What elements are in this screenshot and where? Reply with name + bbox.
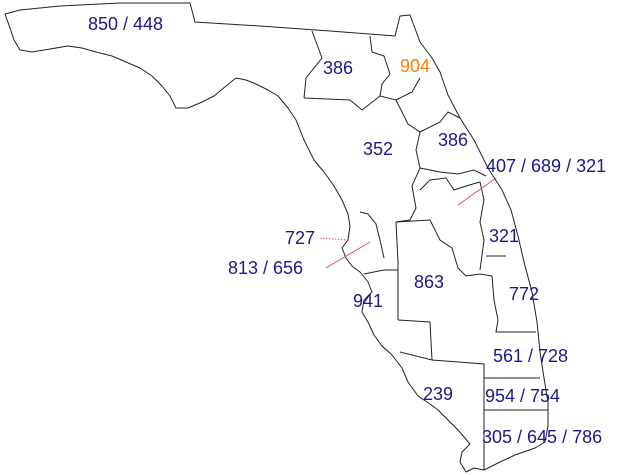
area-code-label-813-656: 813 / 656 — [228, 258, 303, 278]
area-code-label-386-east: 386 — [438, 130, 468, 150]
border-352-tampa — [359, 211, 385, 259]
leader-813 — [325, 241, 371, 269]
border-386e-407 — [419, 167, 487, 177]
border-407-863 — [419, 177, 485, 271]
area-code-label-386-west: 386 — [323, 58, 353, 78]
border-941-239 — [397, 319, 433, 361]
area-code-label-321: 321 — [489, 226, 519, 246]
area-code-label-941: 941 — [353, 291, 383, 311]
area-code-label-772: 772 — [509, 284, 539, 304]
area-code-label-904: 904 — [400, 56, 430, 76]
border-352-407 — [395, 131, 421, 223]
area-code-label-561-728: 561 / 728 — [493, 346, 568, 366]
area-code-label-727: 727 — [285, 228, 315, 248]
border-863-west — [395, 221, 399, 320]
area-code-label-305-645-786: 305 / 645 / 786 — [482, 427, 602, 447]
border-863-321 — [395, 219, 493, 277]
border-941-863 — [363, 269, 398, 275]
florida-outline — [4, 2, 549, 473]
border-386w-904 — [369, 35, 421, 101]
border-239-561 — [431, 359, 485, 378]
border-352-386e — [395, 99, 461, 133]
area-code-label-954-754: 954 / 754 — [485, 386, 560, 406]
area-code-label-407-689-321: 407 / 689 / 321 — [486, 156, 606, 176]
border-850-386 — [303, 30, 323, 99]
border-386w-352 — [303, 95, 381, 111]
border-863-772 — [491, 275, 536, 333]
area-code-label-239: 239 — [423, 384, 453, 404]
leader-727 — [319, 237, 349, 241]
area-code-label-863: 863 — [414, 272, 444, 292]
leader-407 — [457, 177, 497, 206]
area-code-label-352: 352 — [363, 139, 393, 159]
area-code-label-850-448: 850 / 448 — [88, 14, 163, 34]
